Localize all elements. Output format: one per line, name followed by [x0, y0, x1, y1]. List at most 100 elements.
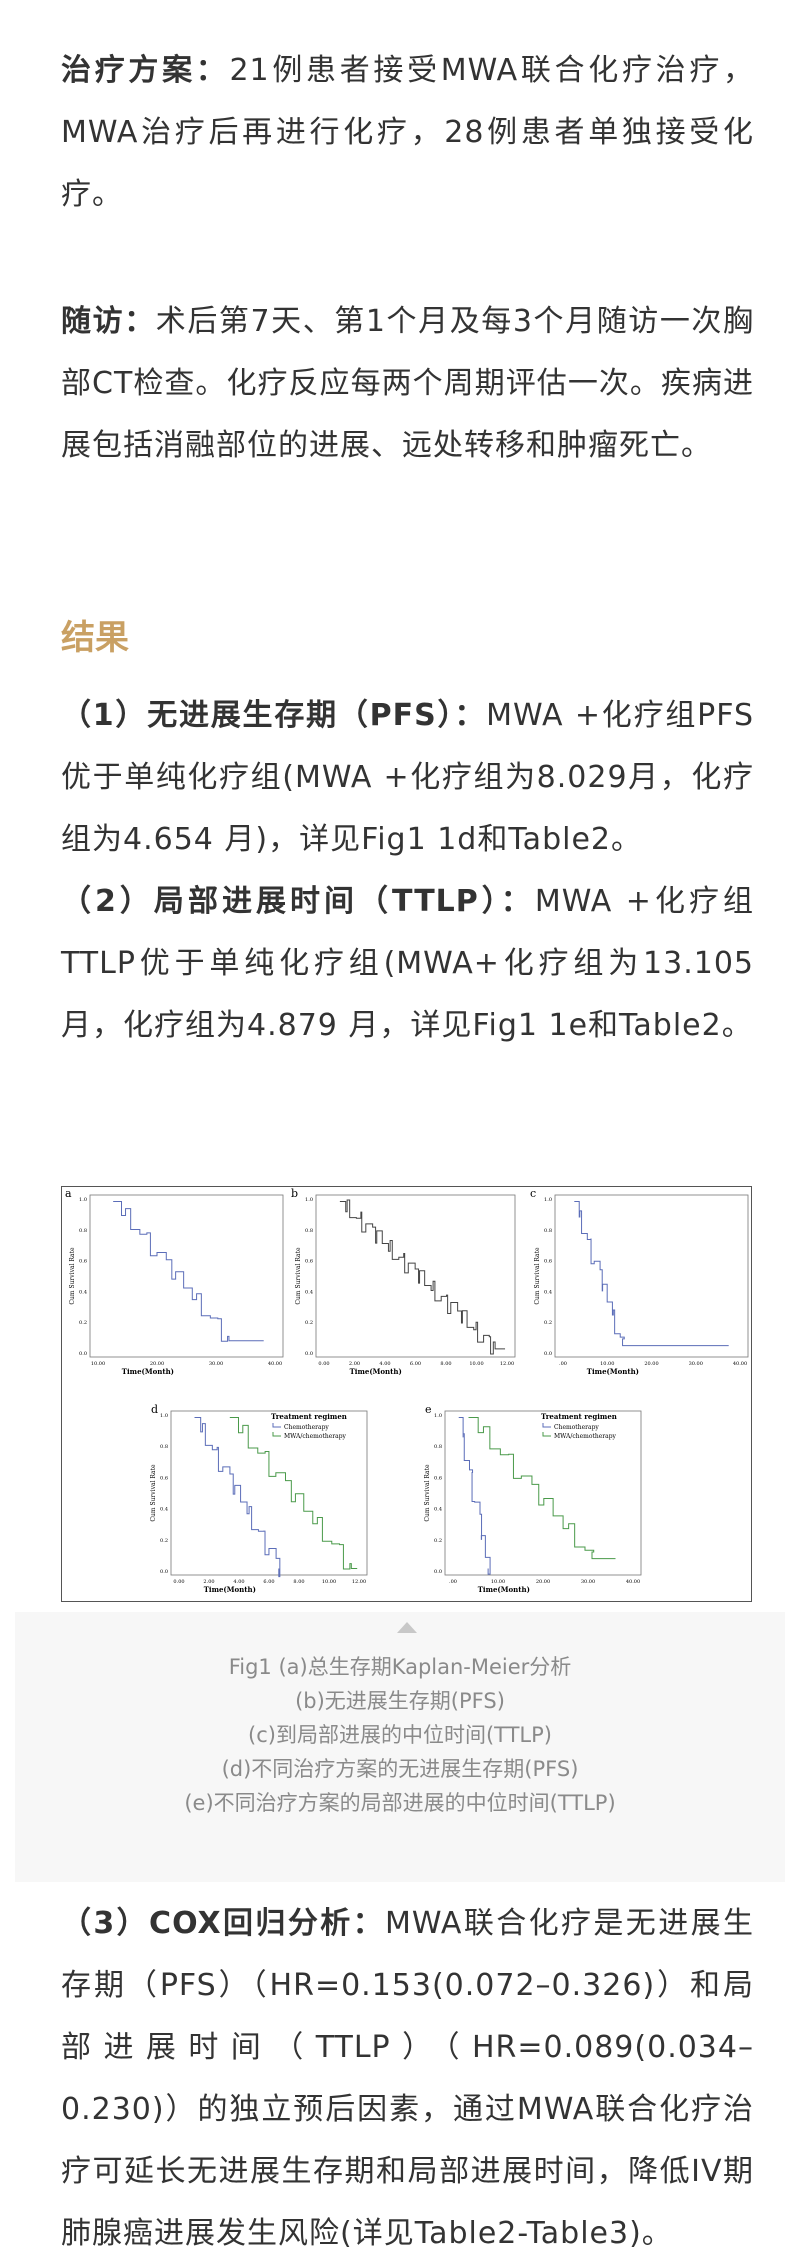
x-tick-label: 30.00 — [581, 1579, 595, 1585]
y-axis-label: Cum Survival Rate — [534, 1247, 541, 1305]
y-tick-label: 0.0 — [79, 1351, 87, 1357]
figure-frame — [61, 1186, 752, 1602]
y-tick-label: 0.2 — [79, 1320, 87, 1326]
panel-label: b — [291, 1187, 298, 1200]
text: 21例患者接受MWA联合化疗治疗，MWA治疗后再进行化疗，28例患者单独接受化疗… — [61, 53, 755, 212]
y-tick-label: 0.2 — [160, 1538, 168, 1544]
x-axis-label: Time(Month) — [350, 1367, 402, 1376]
y-tick-label: 0.4 — [434, 1507, 442, 1513]
y-tick-label: 0.8 — [160, 1444, 168, 1450]
x-axis-label: Time(Month) — [587, 1367, 639, 1376]
bold-label: 治疗方案： — [61, 53, 230, 88]
y-tick-label: 1.0 — [160, 1413, 168, 1419]
y-tick-label: 1.0 — [544, 1197, 552, 1203]
paragraph: （2）局部进展时间（TTLP）：MWA +化疗组TTLP优于单纯化疗组(MWA+… — [61, 871, 754, 1057]
y-tick-label: 0.8 — [79, 1228, 87, 1234]
survival-curve — [113, 1200, 264, 1342]
y-tick-label: 0.6 — [79, 1259, 87, 1265]
plot-frame — [444, 1410, 642, 1576]
y-tick-label: 0.6 — [160, 1475, 168, 1481]
legend-swatch — [542, 1432, 551, 1437]
x-tick-label: 4.00 — [379, 1361, 390, 1367]
paragraph: 随访：术后第7天、第1个月及每3个月随访一次胸部CT检查。化疗反应每两个周期评估… — [61, 291, 754, 477]
caption: Fig1 (a)总生存期Kaplan-Meier分析 (b)无进展生存期(PFS… — [0, 1650, 800, 1820]
x-tick-label: 4.00 — [233, 1579, 244, 1585]
survival-curve — [468, 1417, 616, 1560]
text: MWA +化疗组TTLP优于单纯化疗组(MWA+化疗组为13.105 月，化疗组… — [61, 884, 754, 1043]
survival-curve — [229, 1417, 358, 1570]
x-tick-label: 40.00 — [268, 1361, 282, 1367]
y-axis-label: Cum Survival Rate — [424, 1464, 431, 1522]
y-tick-label: 1.0 — [434, 1413, 442, 1419]
legend-title: Treatment regimen — [271, 1412, 347, 1421]
caption-arrow — [397, 1622, 417, 1633]
y-tick-label: 0.6 — [434, 1475, 442, 1481]
text: 术后第7天、第1个月及每3个月随访一次胸部CT检查。化疗反应每两个周期评估一次。… — [61, 304, 755, 463]
panel-label: a — [65, 1187, 72, 1200]
x-tick-label: 20.00 — [644, 1361, 658, 1367]
legend-item: MWA/chemotherapy — [284, 1433, 347, 1440]
survival-curve — [194, 1417, 281, 1578]
x-tick-label: .00 — [449, 1579, 457, 1585]
plot-frame — [554, 1194, 749, 1358]
x-tick-label: 6.00 — [263, 1579, 274, 1585]
panel-label: c — [530, 1187, 536, 1200]
y-tick-label: 0.4 — [79, 1289, 87, 1295]
legend-swatch — [272, 1423, 281, 1428]
caption-line: Fig1 (a)总生存期Kaplan-Meier分析 — [228, 1655, 572, 1679]
caption-line: (d)不同治疗方案的无进展生存期(PFS) — [221, 1757, 579, 1781]
y-axis-label: Cum Survival Rate — [295, 1247, 302, 1305]
survival-curve — [458, 1417, 491, 1575]
y-tick-label: 0.6 — [544, 1259, 552, 1265]
x-axis-label: Time(Month) — [204, 1585, 256, 1594]
y-tick-label: 0.6 — [305, 1259, 313, 1265]
x-tick-label: 10.00 — [322, 1579, 336, 1585]
x-tick-label: 10.00 — [491, 1579, 505, 1585]
text: MWA +化疗组PFS优于单纯化疗组(MWA +化疗组为8.029月，化疗组为4… — [61, 698, 754, 857]
x-tick-label: 12.00 — [352, 1579, 366, 1585]
x-tick-label: 10.00 — [469, 1361, 483, 1367]
paragraph: 治疗方案：21例患者接受MWA联合化疗治疗，MWA治疗后再进行化疗，28例患者单… — [61, 40, 754, 226]
survival-curve — [574, 1200, 729, 1347]
bold-label: （1）无进展生存期（PFS）： — [61, 698, 487, 733]
y-tick-label: 0.2 — [305, 1320, 313, 1326]
bold-label: （3）COX回归分析： — [61, 1906, 386, 1941]
x-tick-label: 2.00 — [349, 1361, 360, 1367]
x-tick-label: 40.00 — [626, 1579, 640, 1585]
y-axis-label: Cum Survival Rate — [150, 1464, 157, 1522]
x-tick-label: 6.00 — [410, 1361, 421, 1367]
legend-item: Chemotherapy — [284, 1424, 329, 1431]
caption-background — [15, 1612, 785, 1882]
x-tick-label: 20.00 — [150, 1361, 164, 1367]
panel-label: e — [425, 1403, 432, 1416]
y-tick-label: 0.0 — [544, 1351, 552, 1357]
y-tick-label: 0.0 — [160, 1569, 168, 1575]
plot-frame — [315, 1194, 516, 1358]
x-tick-label: .00 — [559, 1361, 567, 1367]
panel-label: d — [151, 1403, 158, 1416]
x-tick-label: 8.00 — [440, 1361, 451, 1367]
y-tick-label: 0.8 — [544, 1228, 552, 1234]
legend-item: MWA/chemotherapy — [554, 1433, 617, 1440]
y-tick-label: 1.0 — [305, 1197, 313, 1203]
y-axis-label: Cum Survival Rate — [69, 1247, 76, 1305]
y-tick-label: 1.0 — [79, 1197, 87, 1203]
survival-curve — [339, 1199, 506, 1355]
bold-label: 随访： — [61, 304, 156, 339]
legend-title: Treatment regimen — [541, 1412, 617, 1421]
legend-item: Chemotherapy — [554, 1424, 599, 1431]
x-tick-label: 10.00 — [600, 1361, 614, 1367]
x-tick-label: 0.00 — [318, 1361, 329, 1367]
x-tick-label: 0.00 — [173, 1579, 184, 1585]
y-tick-label: 0.2 — [434, 1538, 442, 1544]
section-heading: 结果 — [61, 618, 129, 658]
y-tick-label: 0.4 — [160, 1507, 168, 1513]
x-tick-label: 40.00 — [733, 1361, 747, 1367]
y-tick-label: 0.8 — [434, 1444, 442, 1450]
x-tick-label: 8.00 — [293, 1579, 304, 1585]
x-tick-label: 2.00 — [203, 1579, 214, 1585]
x-tick-label: 30.00 — [689, 1361, 703, 1367]
x-tick-label: 12.00 — [500, 1361, 514, 1367]
paragraph: （1）无进展生存期（PFS）：MWA +化疗组PFS优于单纯化疗组(MWA +化… — [61, 685, 754, 871]
